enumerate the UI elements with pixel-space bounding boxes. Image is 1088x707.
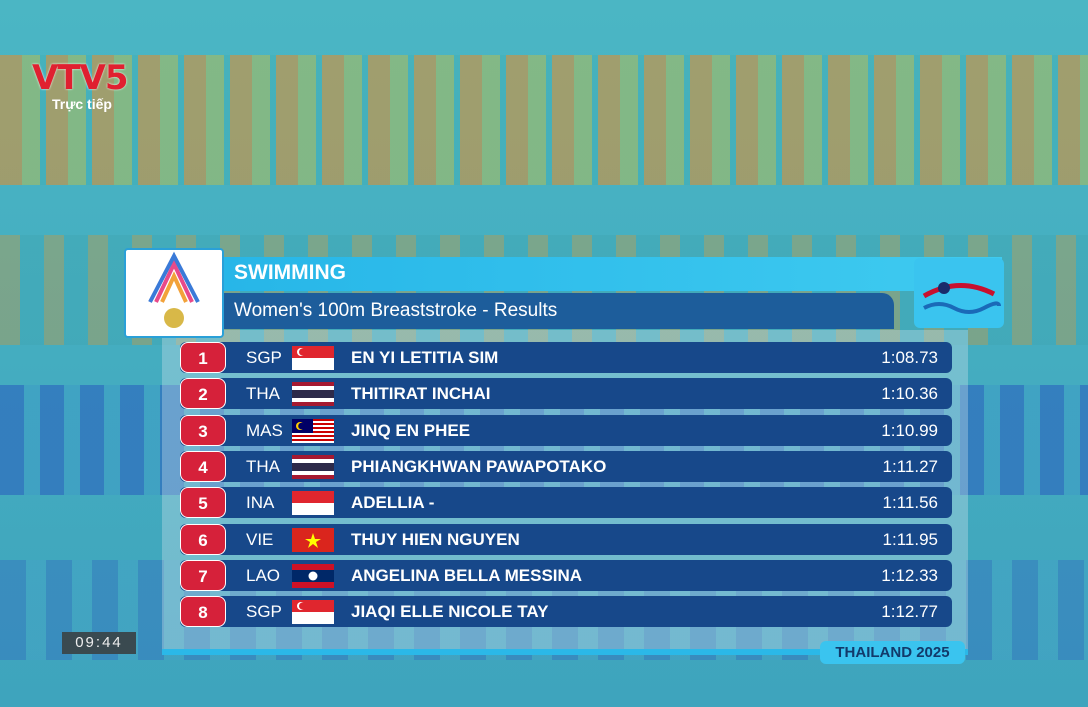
swimmer-icon xyxy=(922,282,1001,314)
country-code: SGP xyxy=(246,602,282,622)
result-time: 1:11.95 xyxy=(882,529,938,549)
result-row: 8 SGP JIAQI ELLE NICOLE TAY 1:12.77 xyxy=(180,596,952,628)
country-code: LAO xyxy=(246,565,281,585)
sport-icon xyxy=(914,258,1004,328)
rank: 7 xyxy=(180,559,226,591)
athlete-name: EN YI LETITIA SIM xyxy=(351,348,499,367)
athlete-name: ADELLIA - xyxy=(351,493,435,513)
result-time: 1:08.73 xyxy=(881,348,938,367)
flag-image xyxy=(292,346,334,370)
country-code: THA xyxy=(246,384,280,404)
result-row: 1 SGP EN YI LETITIA SIM 1:08.73 xyxy=(180,342,952,373)
result-row: 3 MAS JINQ EN PHEE 1:10.99 xyxy=(180,414,952,446)
rank: 8 xyxy=(180,596,226,628)
result-time: 1:12.77 xyxy=(881,602,938,622)
athlete-name: THUY HIEN NGUYEN xyxy=(351,529,520,549)
sport-title: SWIMMING xyxy=(234,261,346,284)
athlete-name: PHIANGKHWAN PAWAPOTAKO xyxy=(351,456,607,476)
athlete-name: JINQ EN PHEE xyxy=(351,420,471,440)
result-row: 2 THA THITIRAT INCHAI 1:10.36 xyxy=(180,378,952,410)
flag xyxy=(292,600,334,625)
rank: 3 xyxy=(180,414,226,446)
result-row: 6 VIE THUY HIEN NGUYEN 1:11.95 xyxy=(180,523,952,555)
flag-image xyxy=(292,600,334,625)
result-row: 5 INA ADELLIA - 1:11.56 xyxy=(180,487,952,519)
flag-image xyxy=(292,491,334,516)
athlete-name: THITIRAT INCHAI xyxy=(351,384,491,404)
flag-image xyxy=(292,454,334,479)
athlete-name: JIAQI ELLE NICOLE TAY xyxy=(351,602,549,622)
flag xyxy=(292,382,334,407)
result-time: 1:11.27 xyxy=(882,456,938,476)
result-time: 1:10.36 xyxy=(881,384,938,404)
country-code: THA xyxy=(246,456,280,476)
header-bar xyxy=(222,257,1002,291)
flag xyxy=(292,527,334,552)
flag xyxy=(292,454,334,479)
flag-image xyxy=(292,418,334,443)
channel-logo: VTV5 xyxy=(32,58,128,98)
result-time: 1:10.99 xyxy=(881,420,938,440)
flag xyxy=(292,418,334,443)
result-time: 1:12.33 xyxy=(881,565,938,585)
flag-image xyxy=(292,527,334,552)
event-bar xyxy=(222,293,894,329)
flag-image xyxy=(292,563,334,588)
rank: 4 xyxy=(180,450,226,482)
result-row: 7 LAO ANGELINA BELLA MESSINA 1:12.33 xyxy=(180,559,952,591)
flag xyxy=(292,563,334,588)
live-status: Trực tiếp xyxy=(52,96,112,112)
country-code: SGP xyxy=(246,348,282,367)
clock: 09:44 xyxy=(62,632,136,654)
footer-bar xyxy=(162,649,968,655)
country-code: INA xyxy=(246,493,275,513)
country-code: MAS xyxy=(246,420,283,440)
event-title: Women's 100m Breaststroke - Results xyxy=(234,300,558,321)
flag-image xyxy=(292,382,334,407)
rank: 1 xyxy=(180,342,226,373)
games-logo xyxy=(124,248,224,338)
country-code: VIE xyxy=(246,529,274,549)
rank: 6 xyxy=(180,523,226,555)
athlete-name: ANGELINA BELLA MESSINA xyxy=(351,565,583,585)
rank: 2 xyxy=(180,378,226,410)
result-row: 4 THA PHIANGKHWAN PAWAPOTAKO 1:11.27 xyxy=(180,450,952,482)
footer-label: THAILAND 2025 xyxy=(820,641,965,664)
games-emblem xyxy=(148,251,200,328)
rank: 5 xyxy=(180,487,226,519)
flag xyxy=(292,491,334,516)
result-time: 1:11.56 xyxy=(882,493,938,513)
flag xyxy=(292,346,334,370)
